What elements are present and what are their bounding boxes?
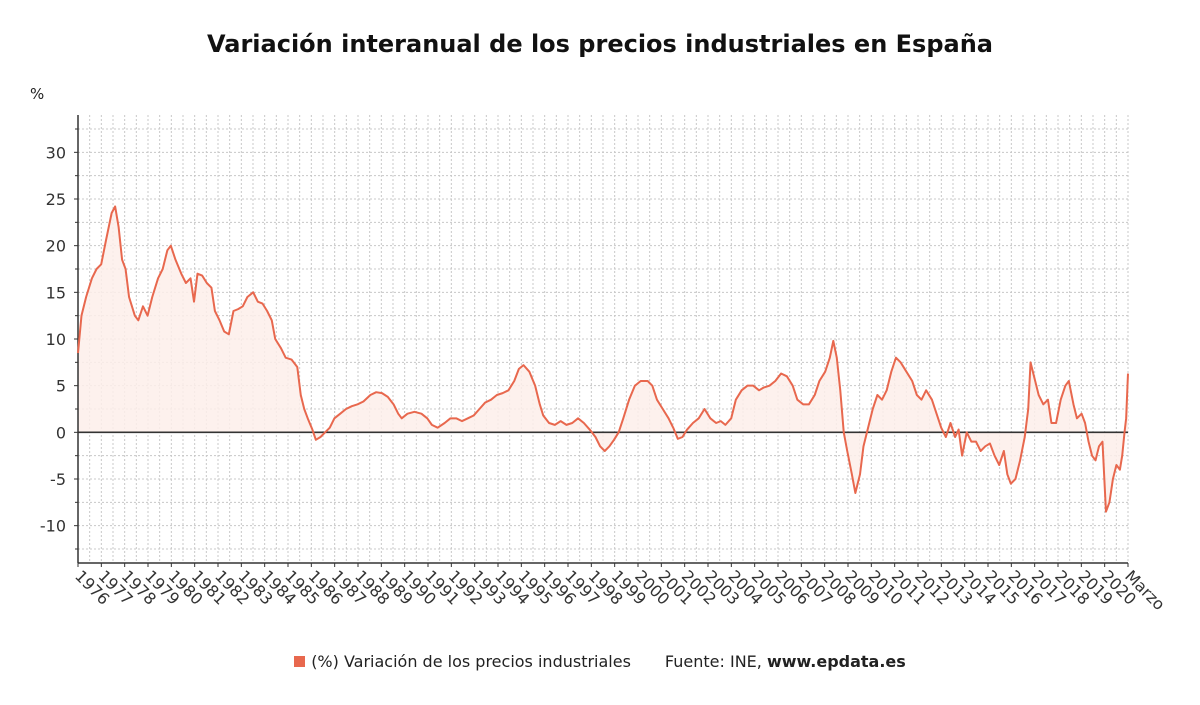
y-tick-label: 5 — [56, 377, 66, 396]
source-prefix: Fuente: INE, — [664, 652, 762, 671]
y-tick-label: 15 — [46, 283, 66, 302]
y-tick-label: 10 — [46, 330, 66, 349]
y-tick-label: 0 — [56, 423, 66, 442]
y-tick-label: 30 — [46, 143, 66, 162]
source-link[interactable]: www.epdata.es — [766, 652, 906, 671]
legend: (%) Variación de los precios industriale… — [0, 652, 1200, 671]
y-tick-label: 20 — [46, 237, 66, 256]
y-tick-label: 25 — [46, 190, 66, 209]
series-line — [77, 205, 1129, 513]
y-tick-label: -5 — [50, 470, 66, 489]
y-axis-ticks: 30 25 20 15 10 5 0 -5 -10 — [40, 128, 78, 550]
legend-series-label: (%) Variación de los precios industriale… — [311, 652, 631, 671]
x-axis-ticks: 1976197719781979198019811982198319841985… — [71, 563, 1169, 614]
chart-title: Variación interanual de los precios indu… — [207, 30, 993, 58]
y-axis-unit-label: % — [30, 85, 44, 103]
y-tick-label: -10 — [40, 517, 66, 536]
legend-swatch — [294, 656, 306, 667]
